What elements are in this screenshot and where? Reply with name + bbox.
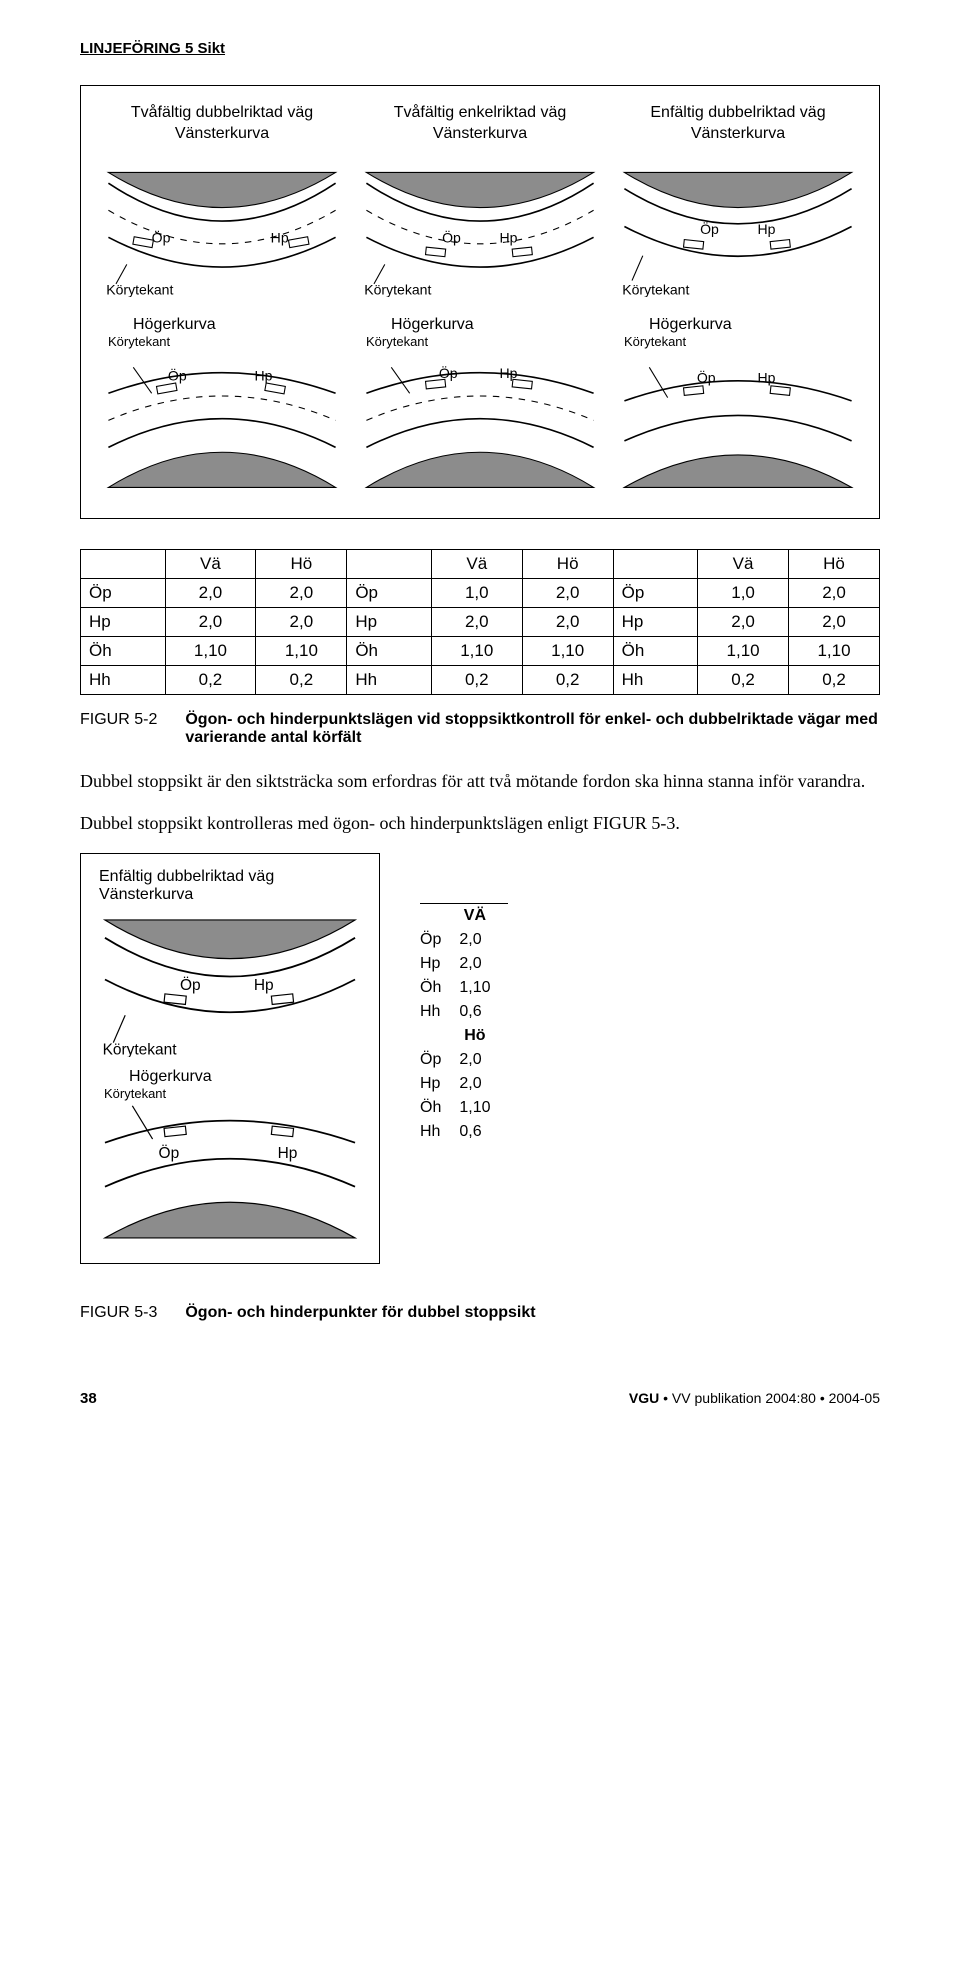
lower-curve-left: Öp Hp Körytekant [99,914,361,1057]
svg-text:Öp: Öp [442,229,461,246]
lower-curve-right: Öp Hp [99,1101,361,1244]
svg-text:Hp: Hp [499,365,517,381]
curve-left-1: Öp Hp Körytekant [103,167,341,302]
svg-text:Öp: Öp [180,976,201,994]
svg-text:Körytekant: Körytekant [106,282,173,297]
korytekant-lbl-3: Körytekant [619,334,857,349]
svg-text:Öp: Öp [700,220,719,237]
svg-text:Körytekant: Körytekant [103,1042,178,1057]
korytekant-lbl-1: Körytekant [103,334,341,349]
svg-text:Öp: Öp [152,229,171,246]
svg-text:Hp: Hp [499,230,517,246]
diag-col2-sub: Vänsterkurva [361,125,599,143]
svg-text:Hp: Hp [757,221,775,237]
curve-right-3: Öp Hp [619,363,857,498]
svg-text:Öp: Öp [697,368,716,385]
figure-5-2-caption: FIGUR 5-2 Ögon- och hinderpunktslägen vi… [80,711,880,747]
hogerkurva-2: Högerkurva [361,316,599,334]
paragraph-1: Dubbel stoppsikt är den siktsträcka som … [80,769,880,793]
publication-info: VGU • VV publikation 2004:80 • 2004-05 [629,1390,880,1407]
lower-diag-sub: Vänsterkurva [99,886,361,904]
svg-text:Hp: Hp [278,1145,298,1162]
svg-text:Hp: Hp [271,230,289,246]
curve-left-3: Öp Hp Körytekant [619,167,857,302]
curve-right-2: Öp Hp [361,363,599,498]
lower-diag-title: Enfältig dubbelriktad väg [99,868,361,886]
curve-right-1: Öp Hp [103,363,341,498]
svg-text:Öp: Öp [439,364,458,381]
svg-text:Hp: Hp [757,369,775,385]
diag-col1-title: Tvåfältig dubbelriktad väg [103,104,341,122]
diag-col1-sub: Vänsterkurva [103,125,341,143]
small-table: VÄ Öp2,0 Hp2,0 Öh1,10 Hh0,6 Hö Öp2,0 Hp2… [420,903,508,1144]
data-table-1: Vä Hö Vä Hö Vä Hö Öp 2,02,0 Öp 1,02,0 Öp… [80,549,880,695]
diag-col3-title: Enfältig dubbelriktad väg [619,104,857,122]
korytekant-lbl-2: Körytekant [361,334,599,349]
svg-text:Körytekant: Körytekant [364,282,431,297]
hogerkurva-1: Högerkurva [103,316,341,334]
svg-text:Öp: Öp [159,1144,180,1162]
diagram-box-main: Tvåfältig dubbelriktad väg Vänsterkurva … [80,85,880,519]
figure-5-3-caption: FIGUR 5-3 Ögon- och hinderpunkter för du… [80,1304,880,1322]
lower-korytekant: Körytekant [99,1086,361,1101]
svg-text:Körytekant: Körytekant [622,282,689,297]
diagram-box-lower: Enfältig dubbelriktad väg Vänsterkurva Ö… [80,853,380,1264]
diag-col2-title: Tvåfältig enkelriktad väg [361,104,599,122]
svg-text:Hp: Hp [254,977,274,994]
diag-col3-sub: Vänsterkurva [619,125,857,143]
svg-text:Öp: Öp [168,366,187,383]
svg-text:Hp: Hp [254,367,272,383]
curve-left-2: Öp Hp Körytekant [361,167,599,302]
page-header: LINJEFÖRING 5 Sikt [80,40,880,57]
lower-hogerkurva: Högerkurva [99,1068,361,1086]
page-footer: 38 VGU • VV publikation 2004:80 • 2004-0… [80,1382,880,1407]
paragraph-2: Dubbel stoppsikt kontrolleras med ögon- … [80,811,880,835]
hogerkurva-3: Högerkurva [619,316,857,334]
page-number: 38 [80,1390,97,1407]
